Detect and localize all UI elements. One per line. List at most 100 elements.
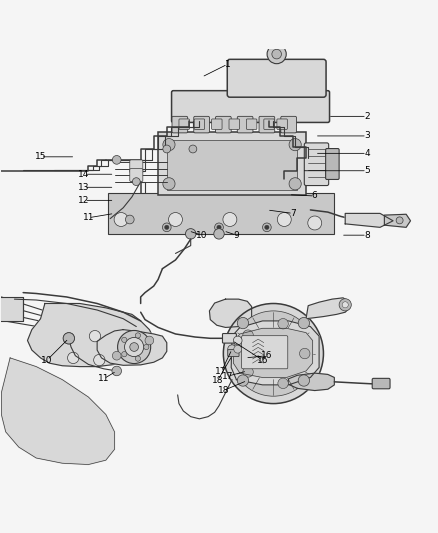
Circle shape [277,213,291,227]
Circle shape [300,349,310,359]
Circle shape [162,223,171,232]
FancyBboxPatch shape [172,91,329,123]
FancyBboxPatch shape [277,119,287,130]
Circle shape [112,366,121,376]
Circle shape [278,378,288,389]
Text: 14: 14 [78,169,90,179]
Circle shape [233,336,242,345]
Circle shape [217,225,221,230]
Polygon shape [231,321,319,385]
Circle shape [113,156,121,164]
Circle shape [89,330,101,342]
Circle shape [234,345,242,353]
Circle shape [396,217,403,224]
FancyBboxPatch shape [372,378,390,389]
FancyBboxPatch shape [237,116,253,133]
Polygon shape [209,299,252,327]
Circle shape [185,229,196,239]
Circle shape [308,216,322,230]
Text: 13: 13 [78,183,90,192]
Circle shape [122,352,127,357]
Circle shape [132,177,140,185]
FancyBboxPatch shape [229,119,240,130]
FancyBboxPatch shape [194,119,205,130]
Text: 6: 6 [312,191,318,200]
Text: 18: 18 [218,386,229,395]
Text: 16: 16 [261,351,272,360]
Text: 10: 10 [41,356,53,365]
Text: 12: 12 [78,196,90,205]
FancyBboxPatch shape [212,119,222,130]
Circle shape [144,344,149,350]
Circle shape [272,50,282,59]
Circle shape [122,337,127,343]
Text: 11: 11 [98,374,110,383]
Polygon shape [97,329,167,365]
Polygon shape [385,214,410,228]
Circle shape [114,213,128,227]
Circle shape [214,229,224,239]
FancyBboxPatch shape [259,116,275,133]
FancyBboxPatch shape [227,59,326,97]
Text: 10: 10 [196,231,207,240]
Circle shape [223,213,237,227]
Circle shape [135,333,141,338]
Circle shape [231,311,316,396]
Circle shape [243,367,253,377]
Circle shape [342,302,348,308]
FancyBboxPatch shape [223,334,237,343]
FancyBboxPatch shape [179,119,189,130]
Circle shape [189,145,197,153]
Text: 11: 11 [83,213,94,222]
Circle shape [163,139,175,151]
Text: 17: 17 [222,372,233,381]
Text: 15: 15 [35,152,46,161]
Polygon shape [306,298,350,319]
Circle shape [298,375,310,386]
Circle shape [63,333,74,344]
Polygon shape [233,328,313,377]
Circle shape [298,318,310,329]
Text: 3: 3 [364,132,370,140]
Polygon shape [28,303,154,367]
Text: 7: 7 [290,209,296,218]
FancyBboxPatch shape [242,336,288,369]
FancyBboxPatch shape [167,140,297,190]
Circle shape [145,336,154,345]
Circle shape [117,330,151,364]
Circle shape [113,351,121,360]
Text: 4: 4 [364,149,370,158]
Circle shape [67,352,79,364]
Circle shape [237,375,249,386]
FancyBboxPatch shape [172,116,187,133]
Circle shape [165,225,169,230]
Circle shape [267,45,286,63]
FancyBboxPatch shape [247,119,257,130]
Text: 5: 5 [364,166,370,175]
Circle shape [163,177,175,190]
Text: 16: 16 [257,356,268,365]
Circle shape [215,223,223,232]
Circle shape [169,213,183,227]
Circle shape [228,345,237,353]
FancyBboxPatch shape [264,119,274,130]
Circle shape [250,329,297,377]
Text: 9: 9 [233,231,239,240]
Circle shape [124,337,144,357]
Polygon shape [1,358,115,465]
Circle shape [63,333,74,344]
Text: 18: 18 [212,376,223,385]
FancyBboxPatch shape [304,143,328,185]
FancyBboxPatch shape [325,149,339,180]
Text: 17: 17 [215,367,227,376]
FancyBboxPatch shape [158,132,306,195]
Circle shape [278,319,288,329]
Text: 8: 8 [364,231,370,240]
FancyBboxPatch shape [215,116,231,133]
Circle shape [237,318,249,329]
Circle shape [261,341,286,366]
Circle shape [125,215,134,224]
FancyBboxPatch shape [108,192,334,234]
Circle shape [130,343,138,351]
Text: 1: 1 [225,60,230,69]
